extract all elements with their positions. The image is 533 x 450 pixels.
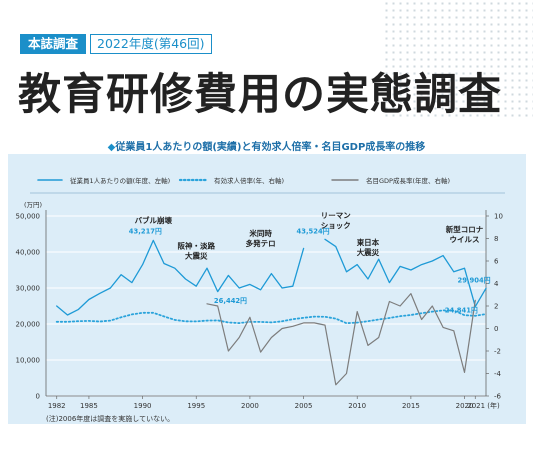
survey-badge: 本誌調査: [20, 34, 87, 54]
page-title: 教育研修費用の実態調査: [18, 70, 502, 120]
right-tick-label: 6: [494, 258, 499, 266]
left-tick-label: 0: [36, 393, 40, 401]
x-tick-label: 2010: [348, 402, 366, 410]
series-line: [206, 293, 476, 386]
x-tick-label: 1990: [134, 402, 152, 410]
left-tick-label: 20,000: [16, 321, 41, 329]
value-label: 24,841円: [445, 307, 478, 315]
x-tick-label: 1982: [48, 402, 66, 410]
event-annotation: 米同時: [249, 228, 272, 238]
event-annotation: バブル崩壊: [135, 215, 173, 225]
value-label: 26,442円: [214, 297, 247, 305]
left-axis-unit: (万円): [24, 201, 42, 209]
edition-badge: 2022年度(第46回): [90, 34, 212, 54]
left-tick-label: 30,000: [16, 285, 41, 293]
x-tick-label: 2000: [241, 402, 259, 410]
x-tick-label: 1985: [80, 402, 98, 410]
event-annotation: ショック: [321, 220, 351, 230]
legend-label: 有効求人倍率(年、右軸): [214, 176, 284, 185]
event-annotation: 多発テロ: [246, 238, 276, 248]
footnote: (注)2006年度は調査を実施していない。: [46, 415, 175, 423]
right-tick-label: 4: [494, 280, 499, 288]
event-annotation: リーマン: [321, 211, 351, 220]
x-tick-label: 2005: [295, 402, 313, 410]
left-tick-label: 50,000: [16, 213, 41, 221]
diamond-icon: ◆: [107, 142, 116, 153]
x-tick-label: 2015: [402, 402, 420, 410]
x-tick-label: 1995: [187, 402, 205, 410]
event-annotation: ウイルス: [450, 235, 480, 244]
right-tick-label: -2: [494, 348, 501, 356]
right-tick-label: 10: [494, 213, 503, 221]
series-line: [56, 239, 305, 316]
series-line: [324, 238, 487, 308]
event-annotation: 東日本: [357, 237, 380, 247]
legend-label: 従業員1人あたりの額(年度、左軸): [70, 176, 170, 185]
right-tick-label: 0: [494, 325, 498, 333]
chart-panel: [8, 154, 526, 424]
right-tick-label: 2: [494, 303, 498, 311]
value-label: 43,524円: [297, 227, 330, 235]
header-badges: 本誌調査 2022年度(第46回): [20, 34, 212, 54]
event-annotation: 大震災: [357, 247, 380, 257]
decorative-dot-grid: [383, 0, 533, 118]
value-label: 43,217円: [129, 227, 162, 235]
legend-label: 名目GDP成長率(年度、右軸): [366, 176, 450, 185]
left-tick-label: 10,000: [16, 357, 41, 365]
chart-title: ◆従業員1人あたりの額(実績)と有効求人倍率・名目GDP成長率の推移: [0, 138, 533, 153]
event-annotation: 新型コロナ: [446, 224, 484, 234]
right-tick-label: -4: [494, 370, 502, 378]
right-tick-label: -6: [494, 393, 502, 401]
x-tick-label: 2021 (年): [467, 401, 500, 410]
event-annotation: 大震災: [185, 250, 208, 260]
series-line: [55, 309, 487, 325]
right-tick-label: 8: [494, 235, 498, 243]
x-tick-label: 2020: [456, 402, 474, 410]
value-label: 29,904円: [457, 276, 490, 284]
chart-title-text: 従業員1人あたりの額(実績)と有効求人倍率・名目GDP成長率の推移: [115, 142, 426, 153]
left-tick-label: 40,000: [16, 249, 41, 257]
event-annotation: 阪神・淡路: [177, 240, 215, 250]
